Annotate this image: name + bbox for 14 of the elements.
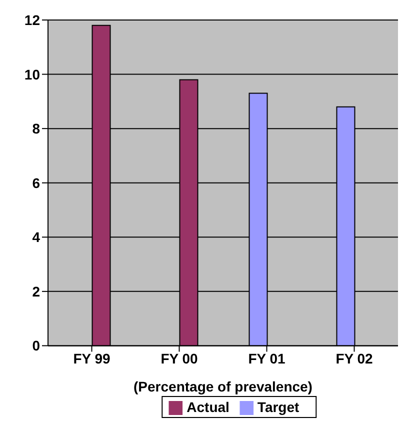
legend-label: Actual [186, 398, 230, 415]
y-tick-label: 8 [32, 120, 40, 137]
x-tick-label: FY 99 [73, 350, 111, 367]
x-tick-label: FY 01 [248, 350, 286, 367]
legend-label: Target [257, 398, 300, 415]
x-tick-label: FY 00 [160, 350, 198, 367]
y-tick-label: 12 [24, 12, 40, 28]
x-tick-label: FY 02 [336, 350, 374, 367]
x-axis-title: (Percentage of prevalence) [134, 378, 312, 395]
y-tick-label: 4 [32, 229, 40, 246]
y-tick-label: 10 [24, 66, 40, 82]
y-tick-label: 2 [32, 283, 40, 300]
y-tick-label: 6 [32, 174, 40, 191]
y-tick-label: 0 [32, 338, 40, 354]
